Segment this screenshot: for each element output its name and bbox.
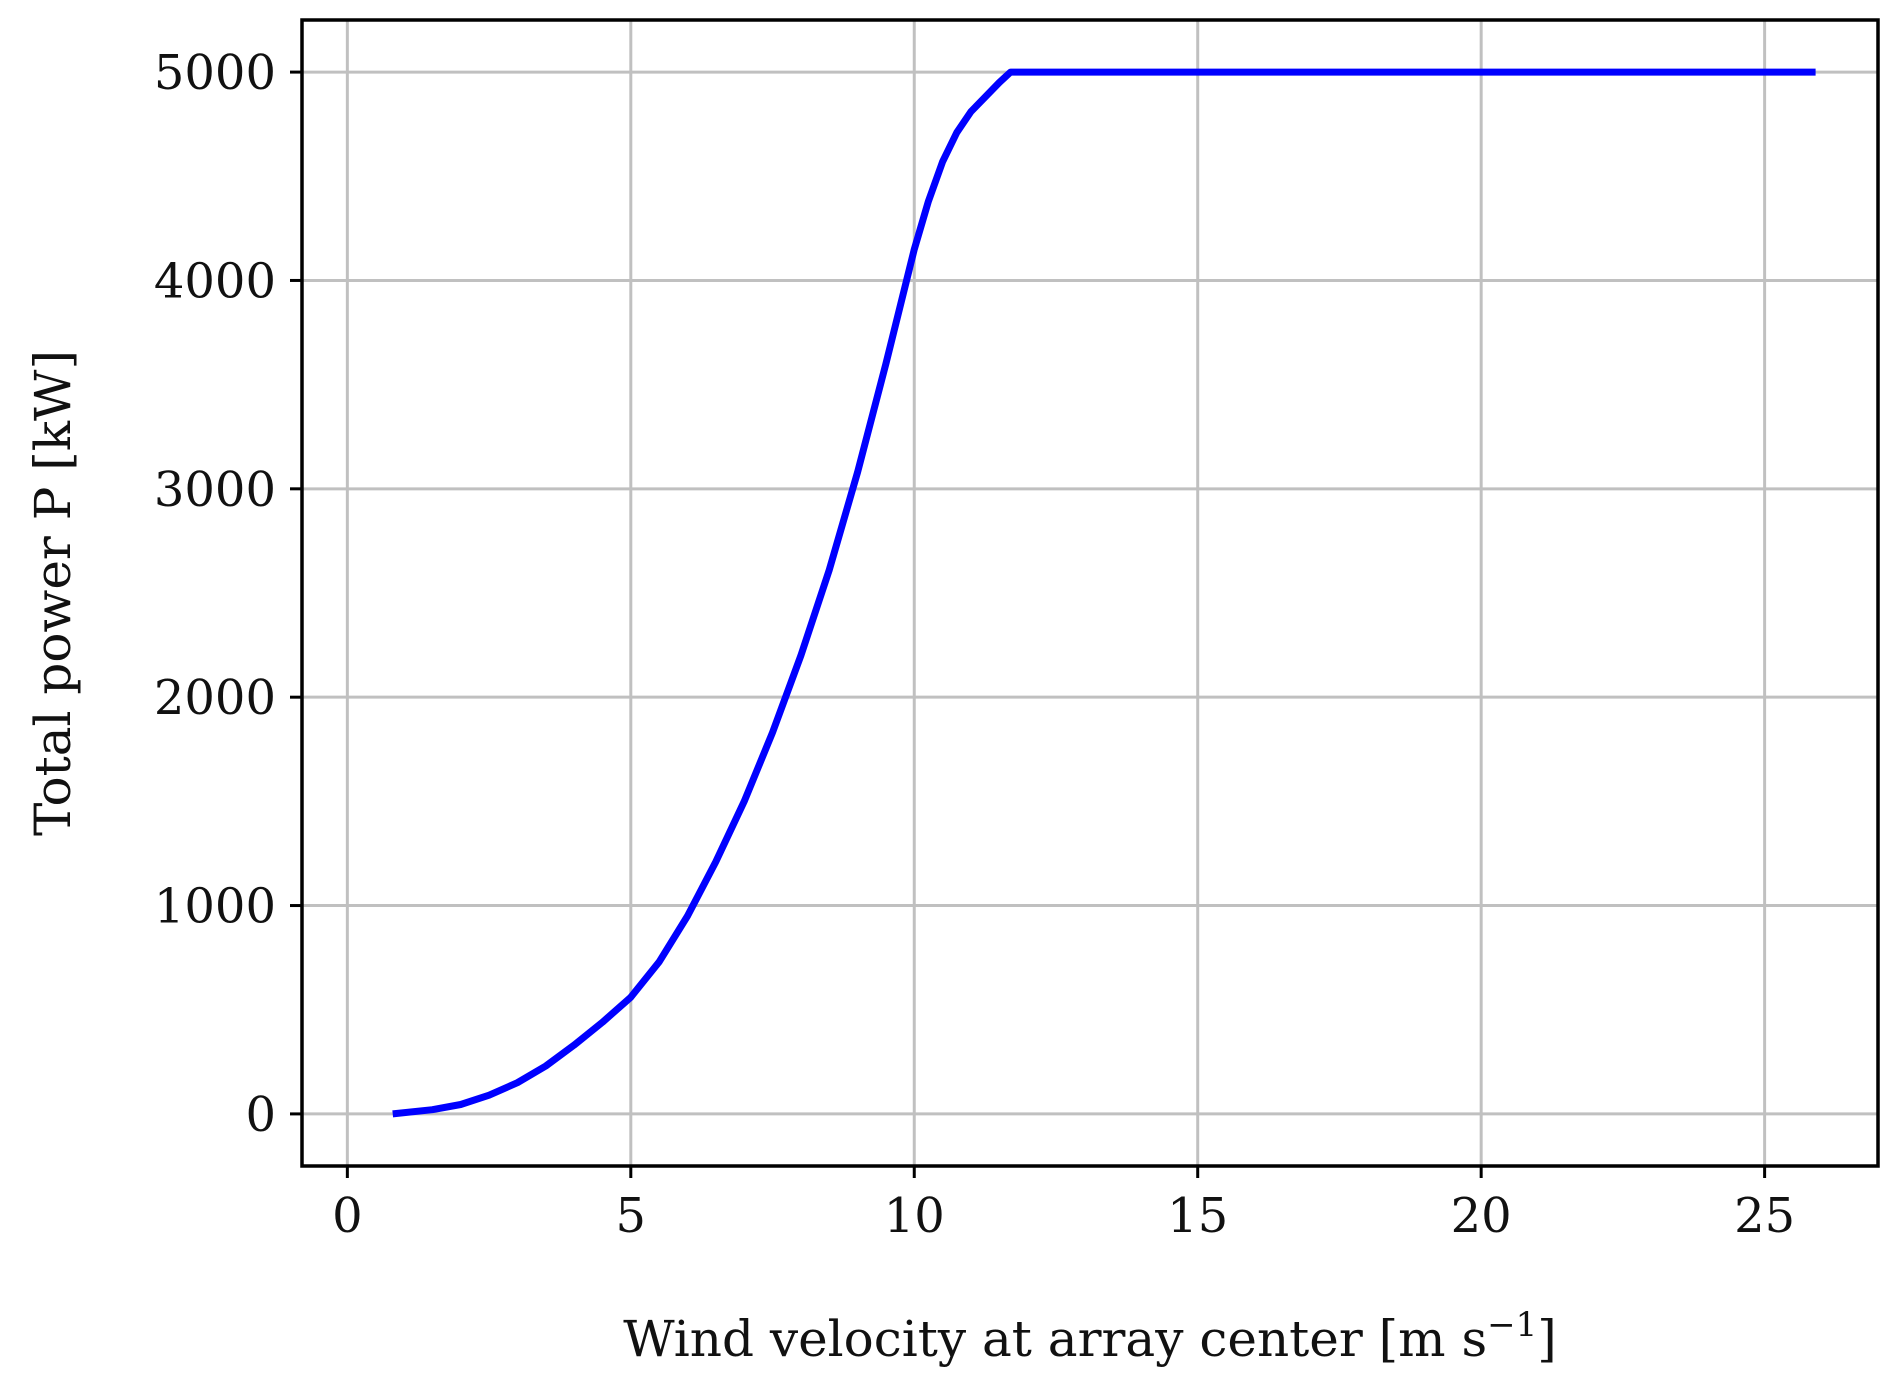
y-tick-label: 1000: [154, 879, 276, 935]
x-axis-label-main: Wind velocity at array center [m s: [623, 1310, 1487, 1368]
x-axis-label-close: ]: [1537, 1310, 1557, 1368]
x-tick-label: 0: [332, 1188, 363, 1244]
x-tick-label: 20: [1451, 1188, 1512, 1244]
grid: [302, 20, 1878, 1166]
y-axis-label: Total power P [kW]: [24, 350, 82, 836]
x-axis-label: Wind velocity at array center [m s−1]: [623, 1305, 1557, 1368]
x-tick-label: 15: [1167, 1188, 1228, 1244]
x-tick-label: 25: [1734, 1188, 1795, 1244]
y-tick-label: 5000: [154, 45, 276, 101]
ticks: 0 5 10 15 20 25 0 1000 2000 3000 4000 5000: [154, 45, 1795, 1244]
y-tick-label: 0: [245, 1087, 276, 1143]
series-layer: [392, 68, 1816, 1118]
y-tick-label: 4000: [154, 253, 276, 309]
y-tick-label: 2000: [154, 670, 276, 726]
x-tick-label: 5: [616, 1188, 647, 1244]
axes-frame: [300, 18, 1880, 1168]
y-tick-label: 3000: [154, 462, 276, 518]
power-curve-line: [392, 68, 1816, 1118]
x-axis-label-exponent: −1: [1487, 1305, 1537, 1345]
x-tick-label: 10: [884, 1188, 945, 1244]
